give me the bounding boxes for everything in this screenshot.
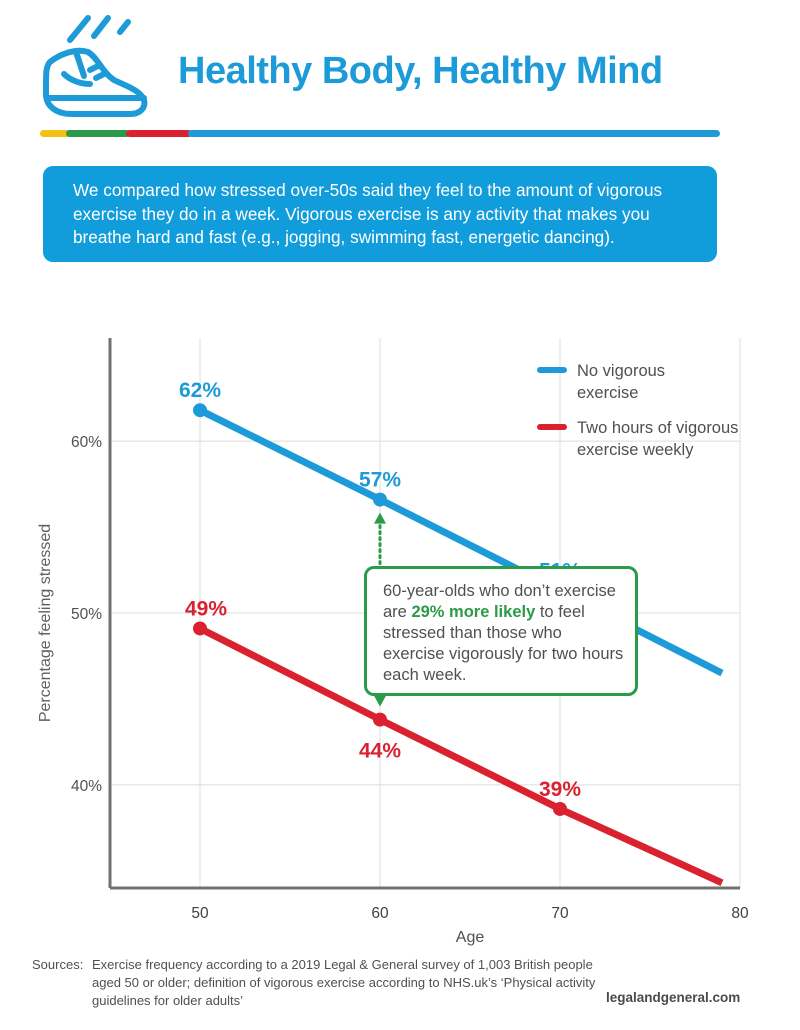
x-tick-label: 80 [731,905,749,922]
y-axis-label: Percentage feeling stressed [37,524,54,722]
data-point [553,801,567,816]
data-point [373,712,387,727]
x-tick-label: 50 [191,905,209,922]
series-line [198,407,724,677]
stripe-green [66,130,130,137]
legend-label: No vigorous [577,362,665,380]
sources-label: Sources: [32,957,84,972]
intro-box: We compared how stressed over-50s said t… [43,166,717,262]
y-tick-label: 40% [71,778,102,795]
annotation-arrowhead-down [374,695,386,707]
data-point [193,403,207,418]
annotation-highlight: 29% more likely [411,603,536,621]
data-label: 39% [539,778,581,801]
x-axis-label: Age [456,929,485,946]
y-tick-label: 60% [71,434,102,451]
page-title: Healthy Body, Healthy Mind [178,50,663,92]
website-link[interactable]: legalandgeneral.com [606,990,741,1005]
legend-label: exercise weekly [577,441,694,459]
data-point [373,492,387,507]
series-line [198,625,724,887]
annotation-arrowhead-up [374,512,386,524]
stripe-yellow [40,130,70,137]
sources-text: Exercise frequency according to a 2019 L… [92,957,596,1008]
data-label: 62% [179,379,221,402]
stripe-blue [188,130,720,137]
running-shoe-icon [43,15,148,117]
x-tick-label: 70 [551,905,569,922]
data-label: 49% [185,597,227,620]
data-label: 57% [359,469,401,492]
data-point [193,621,207,636]
annotation-text-before: 60-year-olds who don’t exercise are [383,582,616,621]
legend-label: Two hours of vigorous [577,419,738,437]
stripe-red [126,130,192,137]
legend-label: exercise [577,384,638,402]
header: Healthy Body, Healthy Mind [0,0,800,140]
annotation-text-after: to feel stressed than those who exercise… [383,603,624,684]
intro-text: We compared how stressed over-50s said t… [73,180,663,247]
y-tick-label: 50% [71,606,102,623]
annotation-callout: 60-year-olds who don’t exercise are 29% … [364,566,638,696]
data-label: 44% [359,740,401,763]
x-tick-label: 60 [371,905,389,922]
